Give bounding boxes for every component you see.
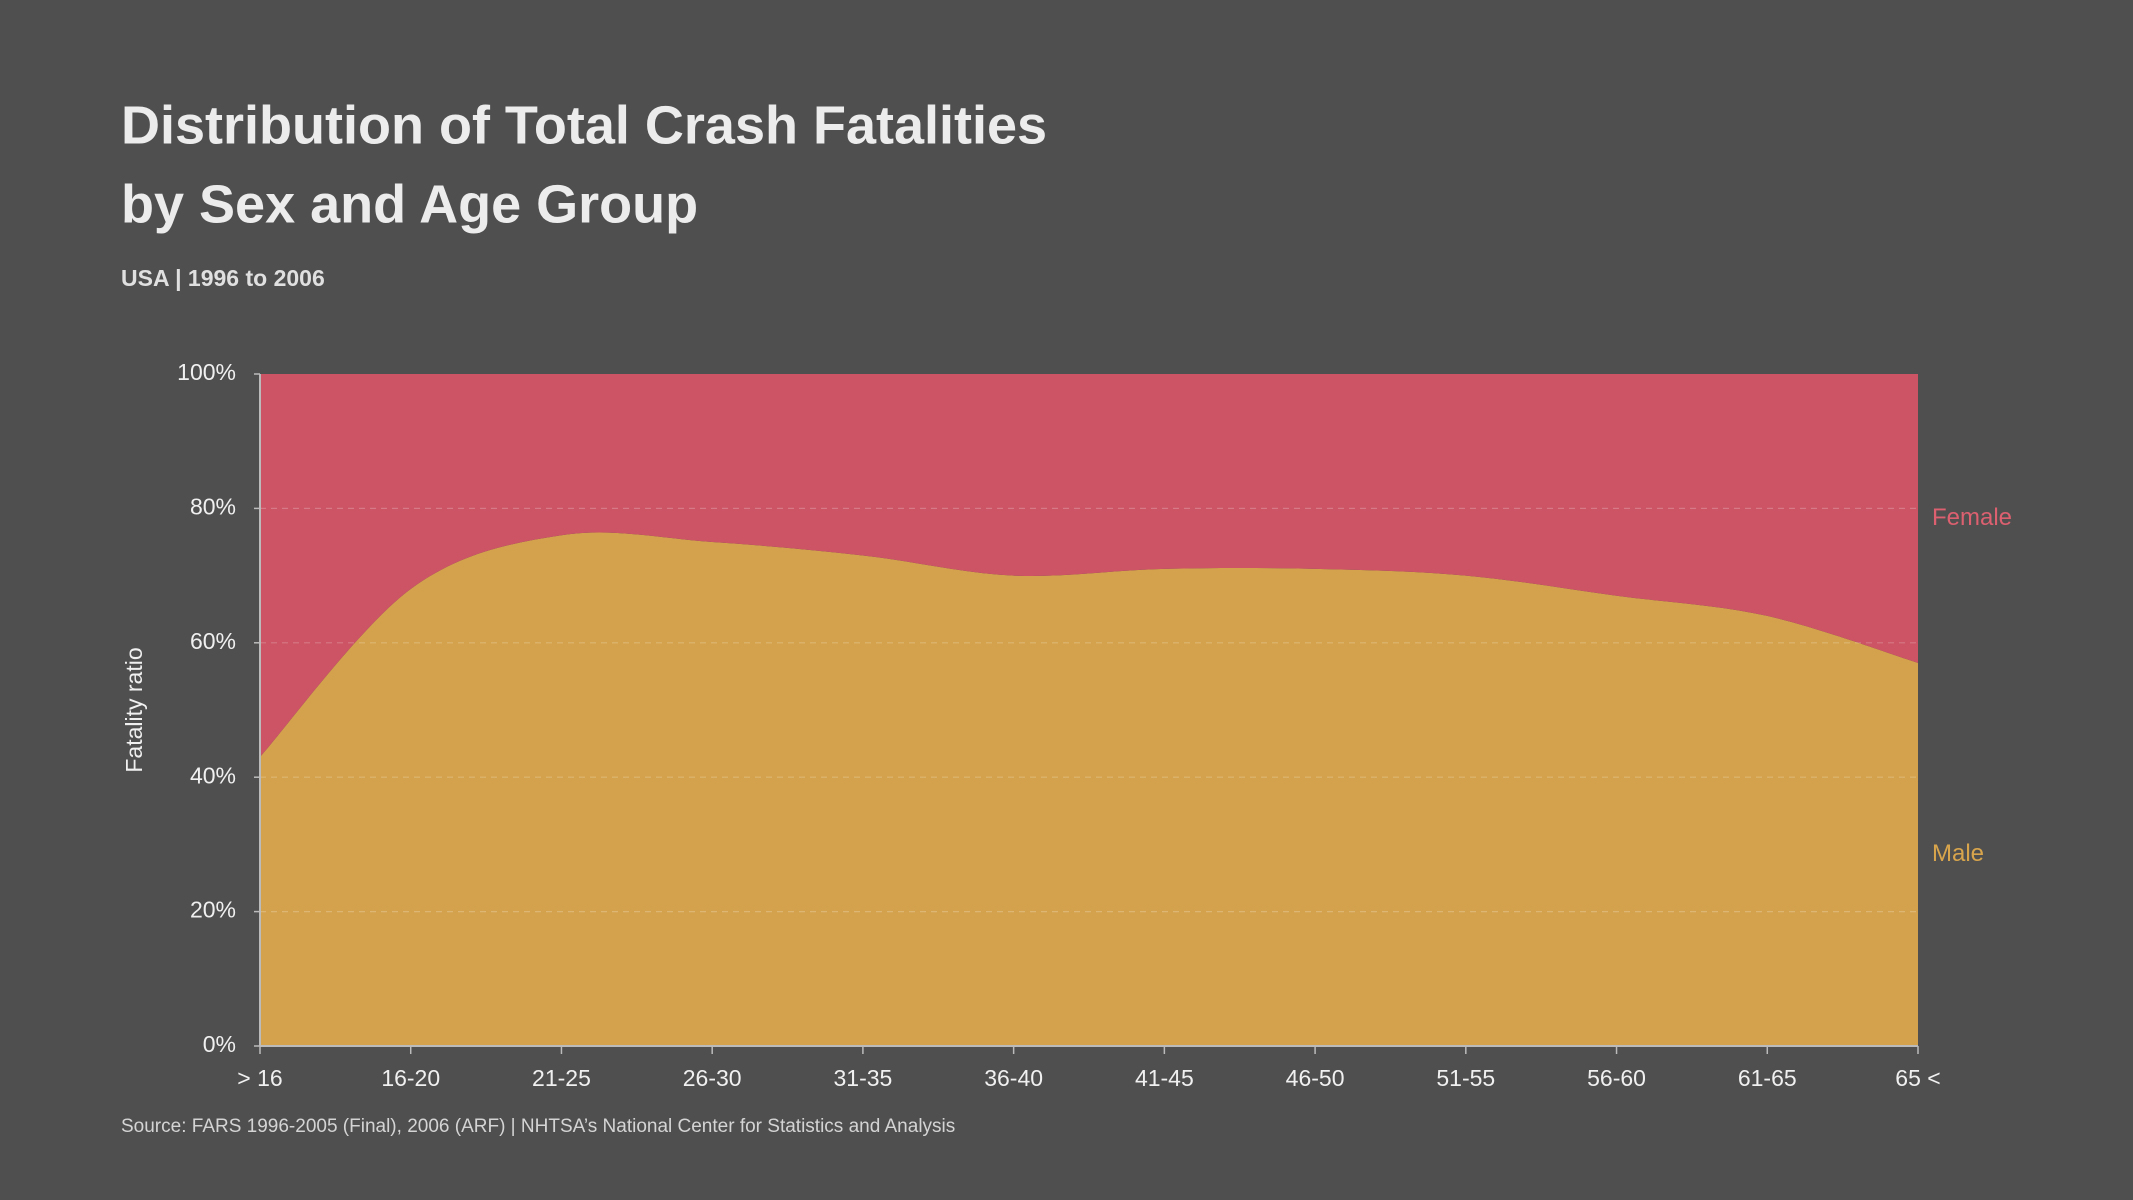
y-tick-label: 80% xyxy=(190,493,236,519)
y-tick-label: 100% xyxy=(177,359,236,385)
x-tick-label: 51-55 xyxy=(1436,1065,1495,1091)
plot-area xyxy=(260,374,1918,1046)
area xyxy=(260,532,1918,1046)
x-tick-label: 61-65 xyxy=(1738,1065,1797,1091)
y-tick-label: 40% xyxy=(190,762,236,788)
x-tick-label: 36-40 xyxy=(984,1065,1043,1091)
y-tick-label: 0% xyxy=(203,1031,236,1057)
x-tick-label: 31-35 xyxy=(833,1065,892,1091)
legend-label: Male xyxy=(1932,840,1984,867)
source-note: Source: FARS 1996-2005 (Final), 2006 (AR… xyxy=(121,1116,955,1137)
y-tick-label: 60% xyxy=(190,628,236,654)
x-tick-label: 16-20 xyxy=(381,1065,440,1091)
legend-label: Female xyxy=(1932,504,2012,531)
y-tick-label: 20% xyxy=(190,897,236,923)
chart-subtitle: USA | 1996 to 2006 xyxy=(121,265,325,291)
area xyxy=(260,374,1918,758)
chart-title: by Sex and Age Group xyxy=(121,174,698,234)
chart-title: Distribution of Total Crash Fatalities xyxy=(121,95,1047,155)
x-tick-label: 41-45 xyxy=(1135,1065,1194,1091)
y-axis-title: Fatality ratio xyxy=(121,647,147,772)
x-tick-label: 26-30 xyxy=(683,1065,742,1091)
x-tick-label: 56-60 xyxy=(1587,1065,1646,1091)
x-tick-label: 65 < xyxy=(1895,1065,1940,1091)
x-tick-label: > 16 xyxy=(237,1065,282,1091)
x-tick-label: 46-50 xyxy=(1286,1065,1345,1091)
x-tick-label: 21-25 xyxy=(532,1065,591,1091)
